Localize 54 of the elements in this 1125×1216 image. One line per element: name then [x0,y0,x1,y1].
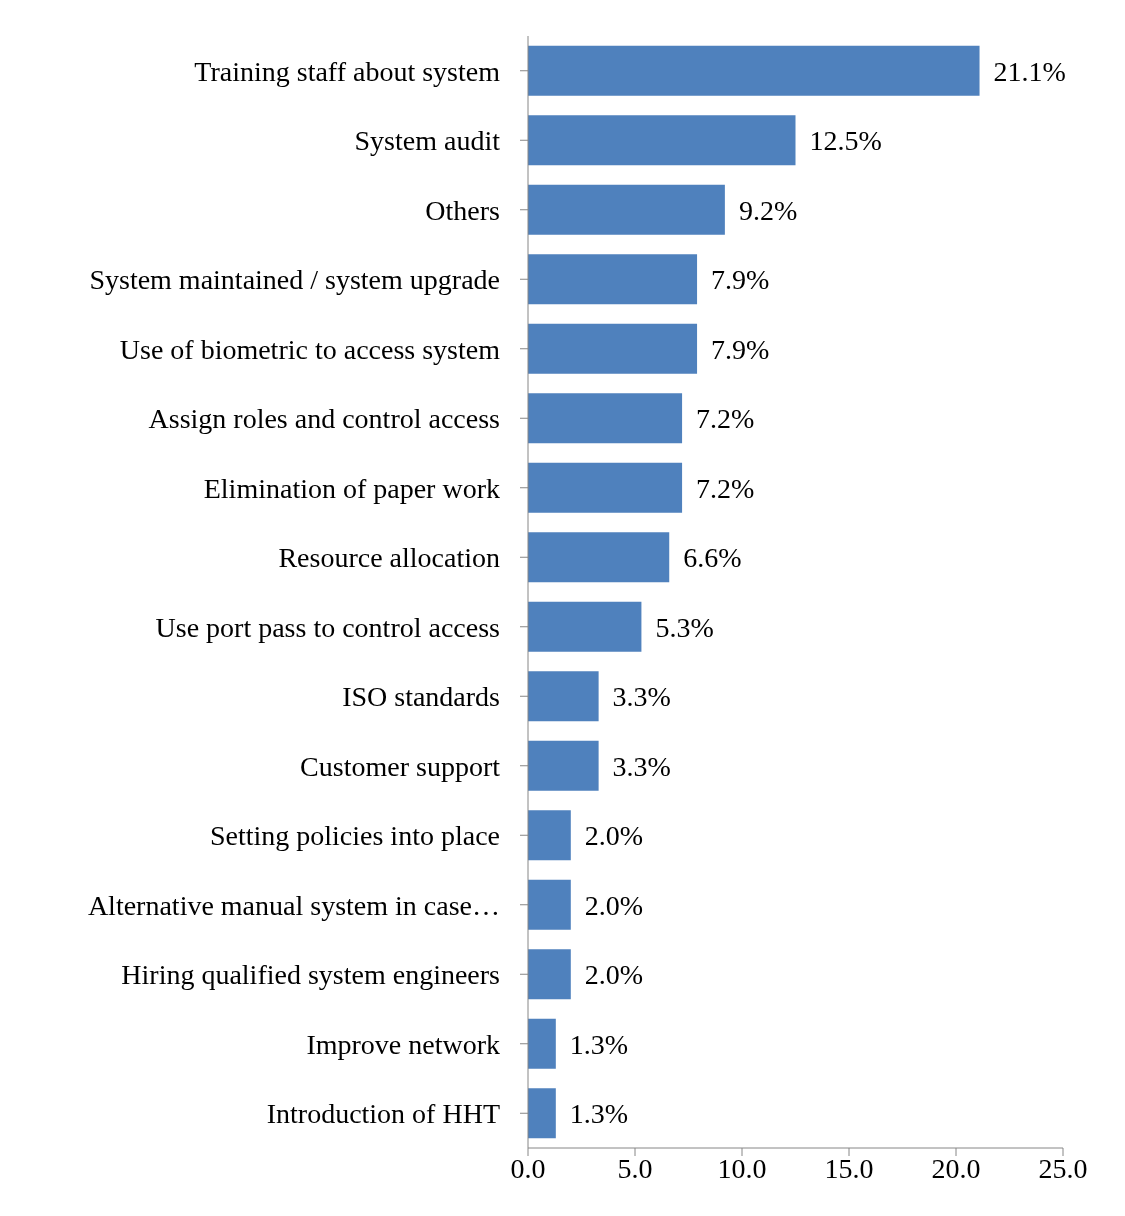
y-tick-label: Assign roles and control access [148,403,500,435]
data-label: 3.3% [612,750,671,782]
y-tick-label: ISO standards [342,681,500,713]
y-tick-label: Use of biometric to access system [119,333,501,365]
data-label: 6.6% [683,542,742,574]
bar [528,115,796,166]
bar [528,323,698,374]
data-label: 2.0% [584,959,644,991]
bar [528,740,599,791]
bar [528,462,683,513]
bar [528,949,571,1000]
y-tick-label: Introduction of HHT [266,1098,500,1130]
y-tick-label: Alternative manual system in case… [87,889,500,921]
data-label: 12.5% [809,125,882,157]
bar [528,1018,556,1069]
x-tick-label: 20.0 [931,1152,981,1184]
x-tick-label: 10.0 [717,1152,767,1184]
data-label: 2.0% [584,820,644,852]
bar [528,184,725,235]
data-label: 7.2% [696,403,755,435]
data-label: 1.3% [569,1098,629,1130]
y-tick-label: Others [425,194,500,226]
data-label: 7.2% [696,472,755,504]
data-label: 3.3% [612,681,671,713]
y-tick-label: Use port pass to control access [155,611,500,643]
bar [528,810,571,861]
bar [528,879,571,930]
y-tick-label: Resource allocation [278,542,500,574]
y-tick-label: System maintained / system upgrade [89,264,500,296]
y-tick-label: Elimination of paper work [203,472,500,504]
x-tick-label: 0.0 [510,1152,546,1184]
y-tick-label: Hiring qualified system engineers [121,959,500,991]
x-tick-label: 15.0 [824,1152,874,1184]
data-label: 2.0% [584,889,644,921]
bar [528,254,698,305]
y-tick-label: System audit [354,125,501,157]
bar [528,1088,556,1139]
data-label: 7.9% [711,333,770,365]
y-tick-label: Training staff about system [194,55,501,87]
data-label: 1.3% [569,1028,629,1060]
y-tick-label: Improve network [306,1028,500,1060]
y-tick-label: Customer support [300,750,501,782]
data-label: 9.2% [738,194,798,226]
data-label: 7.9% [711,264,770,296]
x-tick-label: 5.0 [617,1152,653,1184]
data-label: 21.1% [993,55,1066,87]
bar [528,45,980,96]
bar [528,393,683,444]
bar [528,532,670,583]
x-tick-label: 25.0 [1038,1152,1088,1184]
bar [528,671,599,722]
y-tick-label: Setting policies into place [209,820,500,852]
data-label: 5.3% [655,611,714,643]
bar [528,601,642,652]
